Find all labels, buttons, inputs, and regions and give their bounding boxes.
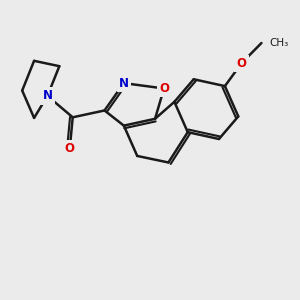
Text: O: O (65, 142, 75, 155)
Text: O: O (159, 82, 169, 95)
Text: N: N (43, 89, 52, 102)
Text: CH₃: CH₃ (269, 38, 288, 48)
Text: N: N (119, 76, 129, 90)
Text: O: O (236, 57, 247, 70)
